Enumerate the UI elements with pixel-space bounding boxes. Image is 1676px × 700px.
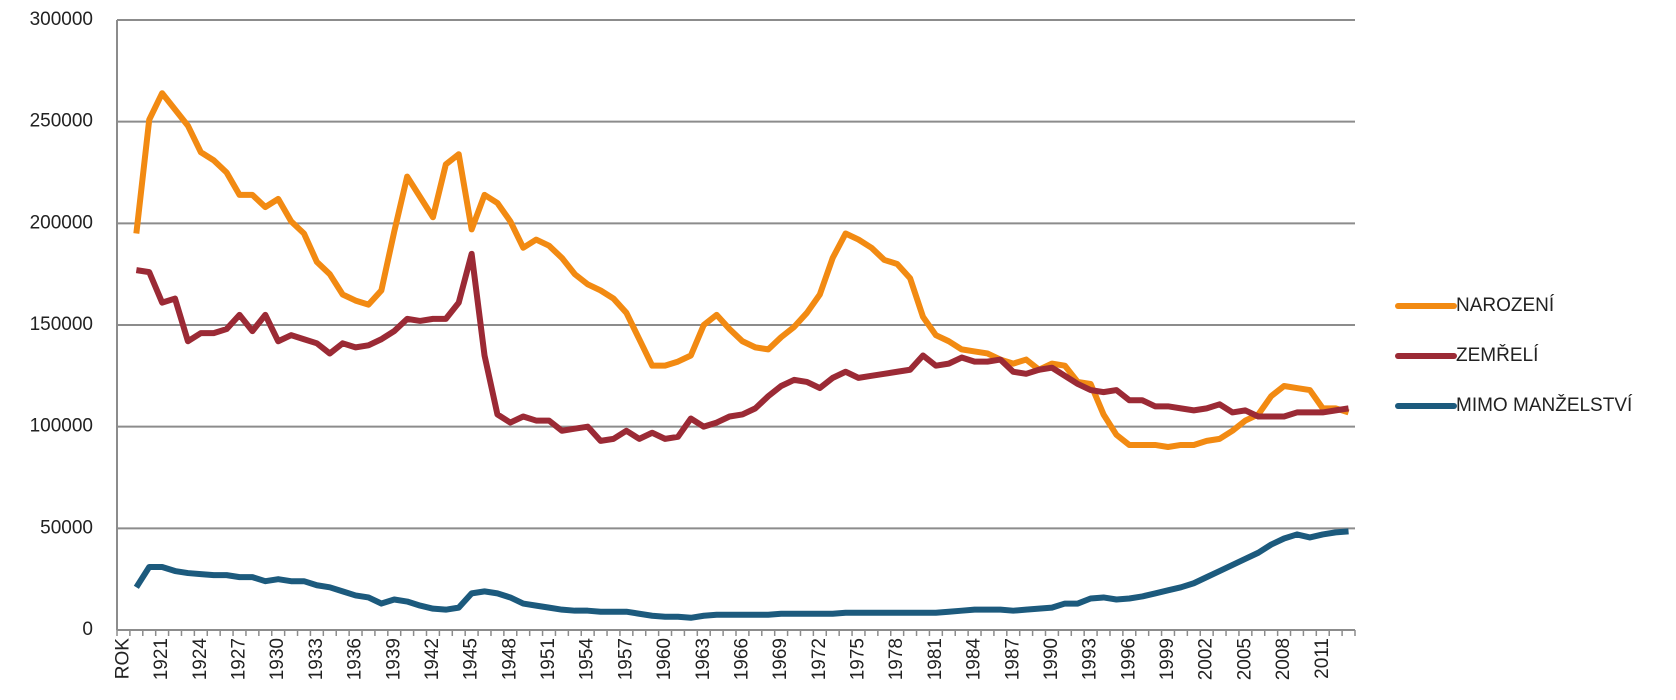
x-tick-label: 1954 [577,638,598,681]
x-tick-label: 1993 [1080,638,1101,680]
x-tick-label: 2005 [1234,638,1255,680]
x-tick-label: 1957 [615,638,636,680]
y-tick-label: 100000 [30,416,93,437]
x-tick-label: 1975 [848,638,869,680]
x-tick-label: 1921 [151,638,172,680]
x-tick-label: 1984 [964,638,985,681]
x-tick-label: 1939 [383,638,404,680]
y-tick-label: 250000 [30,111,93,132]
x-tick-label: 1930 [267,638,288,680]
x-tick-label: 1942 [422,638,443,680]
x-tick-label: 1987 [1002,638,1023,680]
legend-label: ZEMŘELÍ [1456,344,1539,366]
x-tick-label: 1990 [1041,638,1062,680]
x-tick-label: 1924 [190,638,211,681]
x-tick-label: 1996 [1118,638,1139,680]
legend-label: NAROZENÍ [1456,295,1555,316]
x-tick-label: 1963 [693,638,714,680]
y-tick-label: 300000 [30,9,93,30]
series-line [133,90,1350,450]
x-tick-label: 2008 [1273,638,1294,680]
x-tick-label: 1966 [731,638,752,680]
x-tick-label: 2002 [1196,638,1217,680]
x-tick-label: 1969 [770,638,791,680]
x-tick-label: 2011 [1312,638,1333,679]
x-tick-label: 1927 [229,638,250,680]
x-tick-label: ROK [112,638,133,680]
x-tick-label: 1960 [654,638,675,680]
x-tick-label: 1933 [306,638,327,680]
series-line [133,528,1349,621]
x-tick-label: 1972 [809,638,830,680]
series-line [135,250,1350,444]
y-tick-label: 200000 [30,212,93,233]
x-tick-label: 1948 [499,638,520,680]
x-tick-label: 1978 [886,638,907,680]
legend-label: MIMO MANŽELSTVÍ [1456,394,1633,416]
y-tick-label: 150000 [30,314,93,335]
x-tick-label: 1945 [461,638,482,680]
x-tick-label: 1981 [925,638,946,680]
y-tick-label: 50000 [40,517,93,538]
x-tick-label: 1999 [1157,638,1178,680]
y-tick-label: 0 [82,619,93,640]
x-tick-label: 1951 [538,638,559,680]
x-tick-label: 1936 [345,638,366,680]
